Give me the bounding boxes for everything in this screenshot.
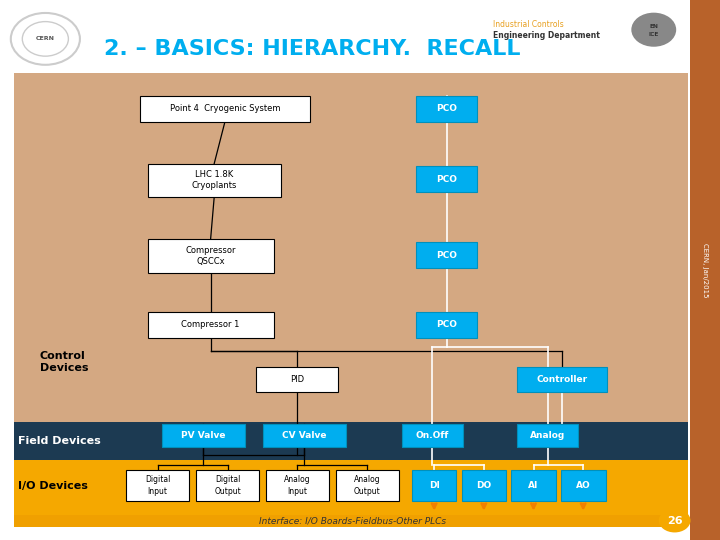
Bar [148,239,274,273]
Text: Analog
Input: Analog Input [284,475,310,496]
Text: Point 4  Cryogenic System: Point 4 Cryogenic System [170,104,280,113]
Text: LHC 1.8K
Cryoplants: LHC 1.8K Cryoplants [192,170,237,191]
Bar [266,470,329,501]
Bar [517,367,607,392]
Bar [140,96,310,122]
Text: PV Valve: PV Valve [181,431,225,440]
Text: PCO: PCO [436,251,457,260]
Text: PCO: PCO [436,175,457,184]
Bar [126,470,189,501]
Text: AO: AO [576,481,590,490]
Text: Analog
Output: Analog Output [354,475,381,496]
Bar [517,424,578,447]
Bar [148,164,281,197]
Text: DO: DO [476,481,492,490]
Bar [14,73,688,526]
Text: ICE: ICE [649,31,659,37]
Text: Digital
Output: Digital Output [214,475,241,496]
Text: PCO: PCO [436,104,457,113]
Text: Engineering Department: Engineering Department [493,31,600,39]
Bar [336,470,399,501]
Text: CERN, Jan/2015: CERN, Jan/2015 [702,243,708,297]
Bar [0,0,690,73]
Text: AI: AI [528,481,539,490]
Circle shape [659,509,690,532]
Text: 2. – BASICS: HIERARCHY.  RECALL: 2. – BASICS: HIERARCHY. RECALL [104,38,521,59]
Text: Analog: Analog [530,431,565,440]
Text: EN: EN [649,24,658,29]
Bar [416,242,477,268]
Bar [148,312,274,338]
Text: Controller: Controller [536,375,588,384]
Bar [14,422,688,460]
Bar [256,367,338,392]
Text: PID: PID [290,375,304,384]
Bar [412,470,456,501]
Bar [263,424,346,447]
Text: Field Devices: Field Devices [18,436,101,446]
Text: Industrial Controls: Industrial Controls [493,20,564,29]
Bar [416,166,477,192]
Text: DI: DI [428,481,440,490]
Text: CERN: CERN [36,36,55,42]
Text: Digital
Input: Digital Input [145,475,171,496]
Text: 26: 26 [667,516,683,525]
Bar [511,470,556,501]
Bar [162,424,245,447]
Text: On.Off: On.Off [415,431,449,440]
Text: I/O Devices: I/O Devices [18,481,88,491]
Text: PCO: PCO [436,320,457,329]
Bar [416,312,477,338]
Text: CV Valve: CV Valve [282,431,326,440]
Bar [462,470,506,501]
Text: Compressor 1: Compressor 1 [181,320,240,329]
Circle shape [632,14,675,46]
Bar [14,460,688,526]
Text: Interface: I/O Boards-Fieldbus-Other PLCs: Interface: I/O Boards-Fieldbus-Other PLC… [259,516,446,525]
Bar [561,470,606,501]
Bar [690,0,720,540]
Bar [14,515,688,526]
Bar [416,96,477,122]
Bar [402,424,463,447]
Text: Compressor
QSCCx: Compressor QSCCx [185,246,236,266]
Text: Control
Devices: Control Devices [40,350,88,373]
Bar [196,470,259,501]
